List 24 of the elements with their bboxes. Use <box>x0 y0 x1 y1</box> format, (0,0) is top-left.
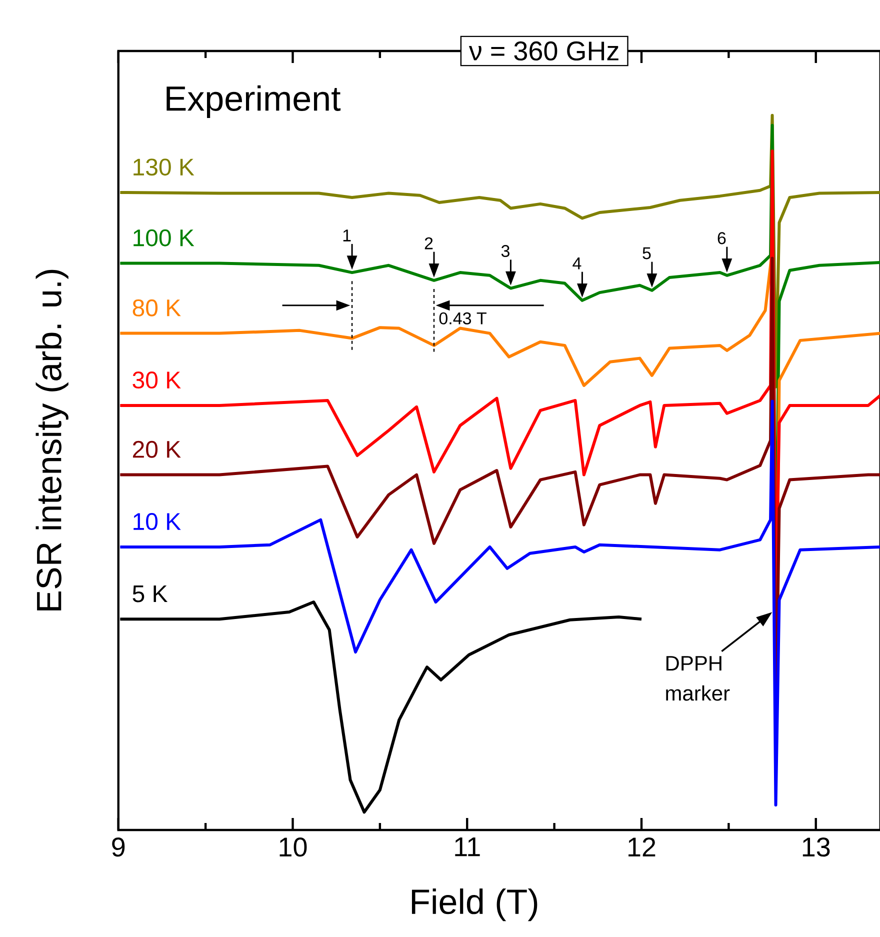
x-tick-label: 13 <box>802 838 830 857</box>
series-label: 30 K <box>132 372 181 389</box>
series-label: 20 K <box>132 440 181 458</box>
x-axis-title: Field (T) <box>412 888 537 922</box>
y-axis-title: ESR intensity (arb. u.) <box>36 270 68 610</box>
series-label: 130 K <box>133 158 194 176</box>
annotation: 0.43 T <box>439 312 486 324</box>
series-label: 100 K <box>133 229 194 246</box>
x-tick-label: 10 <box>280 838 307 857</box>
series-label: 10 K <box>133 513 181 530</box>
x-tick-label: 12 <box>628 838 655 856</box>
chart-title: ν = 360 GHz <box>468 41 618 61</box>
annotation: 4 <box>572 257 582 270</box>
x-tick-label: 11 <box>454 838 480 856</box>
annotation: 2 <box>424 237 432 250</box>
x-tick-label: 9 <box>112 838 124 857</box>
annotation: 5 <box>642 247 651 260</box>
annotation: 1 <box>343 230 351 242</box>
annotation: 6 <box>718 232 726 244</box>
series-label: 5 K <box>132 585 168 602</box>
series-label: 80 K <box>132 299 181 316</box>
annotation: DPPH marker <box>666 656 730 701</box>
annotation: 3 <box>501 245 510 258</box>
annotation: Experiment <box>166 85 340 118</box>
